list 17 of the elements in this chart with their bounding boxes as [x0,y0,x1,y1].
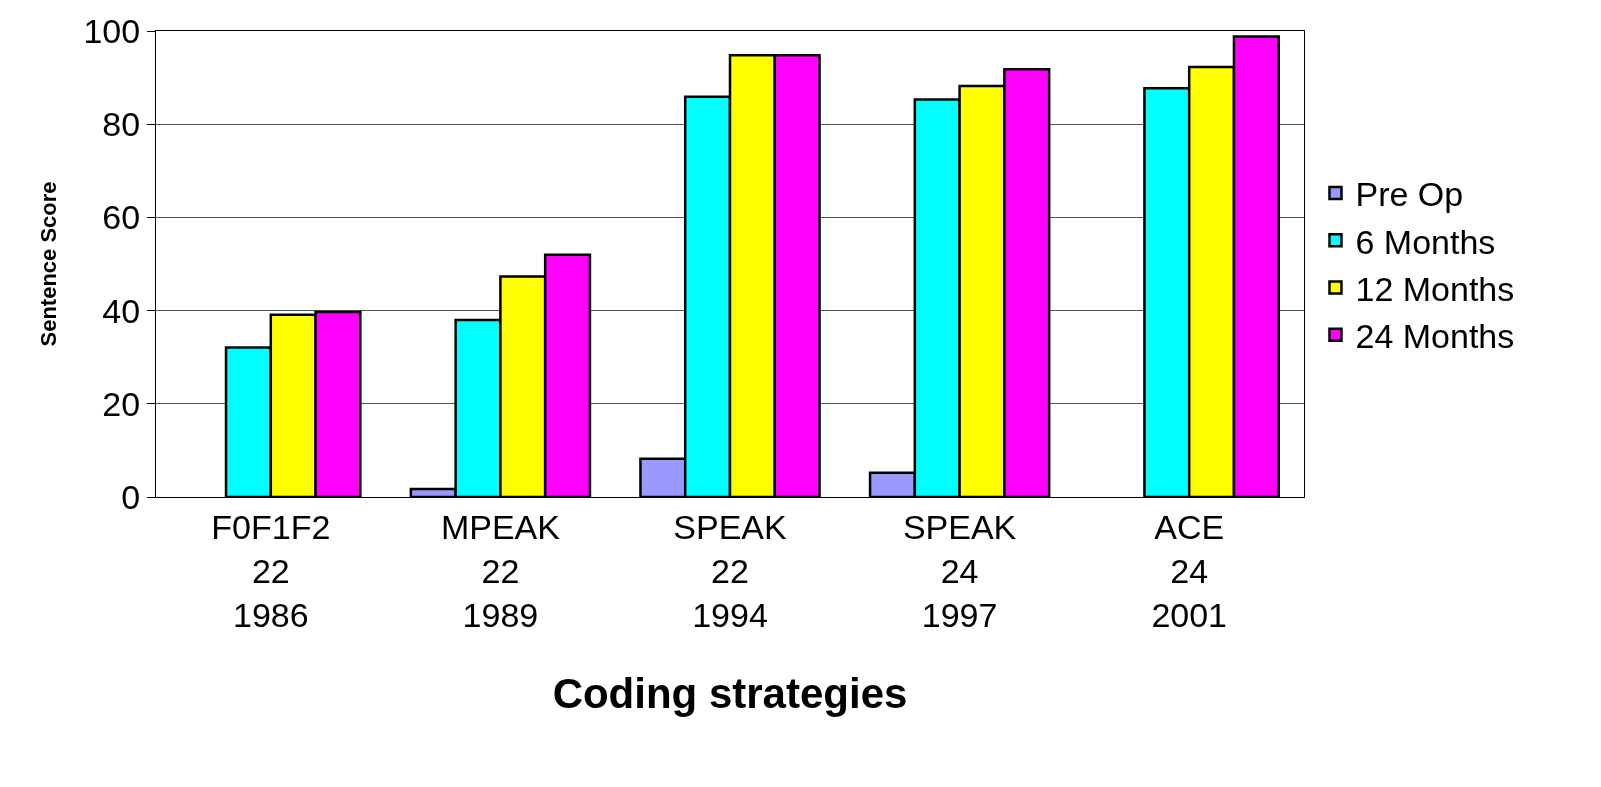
x-tick-label: ACE 24 2001 [1151,507,1228,635]
y-tick-label: 60 [102,198,141,237]
legend-label: 12 Months [1355,269,1515,308]
y-tick-label: 100 [83,11,141,50]
legend-label: 24 Months [1355,316,1515,355]
legend-label: 6 Months [1355,222,1496,261]
x-axis-title: Coding strategies [552,670,908,718]
x-tick-label: SPEAK 24 1997 [902,507,1017,635]
x-tick-label: MPEAK 22 1989 [440,507,561,635]
x-tick-label: F0F1F2 22 1986 [211,507,331,635]
x-tick-label: SPEAK 22 1994 [673,507,788,635]
y-tick-label: 20 [102,384,141,423]
legend-label: Pre Op [1355,175,1464,214]
y-tick-label: 80 [102,105,141,144]
y-tick-label: 40 [102,291,141,330]
y-tick-label: 0 [121,477,141,516]
y-axis-title: Sentence Score [36,181,62,347]
